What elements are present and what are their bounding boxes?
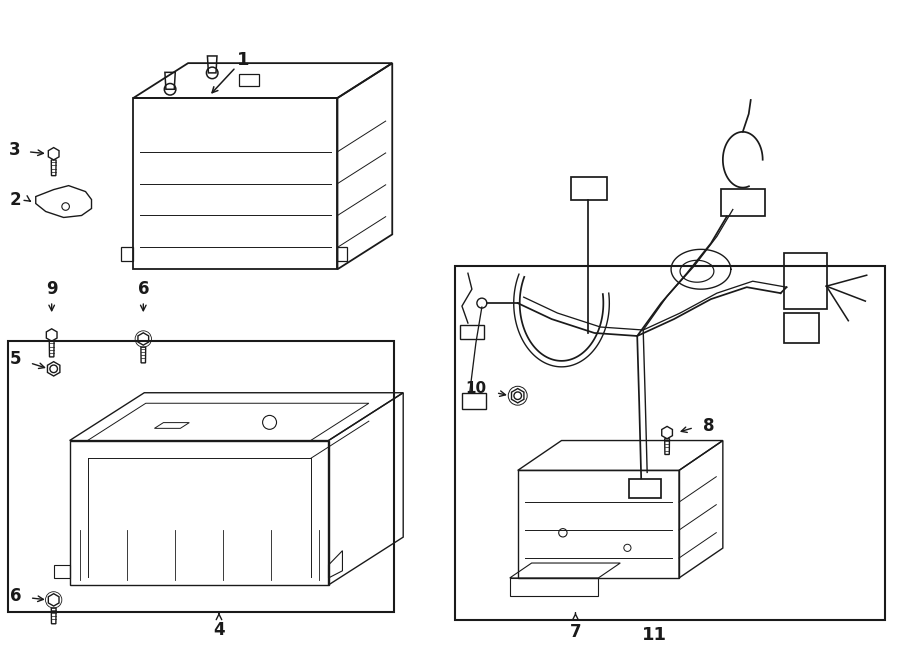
Text: 1: 1: [237, 51, 249, 69]
Text: 8: 8: [703, 416, 715, 434]
Text: 11: 11: [642, 626, 667, 644]
Bar: [572, 176, 608, 200]
Bar: [8, 341, 394, 612]
Bar: [784, 313, 819, 343]
Bar: [455, 266, 886, 620]
Text: 6: 6: [138, 280, 149, 298]
Text: 3: 3: [9, 141, 21, 159]
Bar: [629, 479, 661, 498]
Bar: [460, 325, 484, 339]
Bar: [462, 393, 486, 408]
Text: 9: 9: [46, 280, 58, 298]
Text: 7: 7: [570, 623, 581, 641]
Bar: [721, 188, 765, 217]
Text: 10: 10: [465, 381, 487, 396]
Text: 6: 6: [10, 587, 22, 605]
Text: 2: 2: [10, 190, 22, 209]
Text: 4: 4: [213, 621, 225, 639]
Text: 5: 5: [10, 350, 22, 368]
Bar: [784, 253, 827, 309]
